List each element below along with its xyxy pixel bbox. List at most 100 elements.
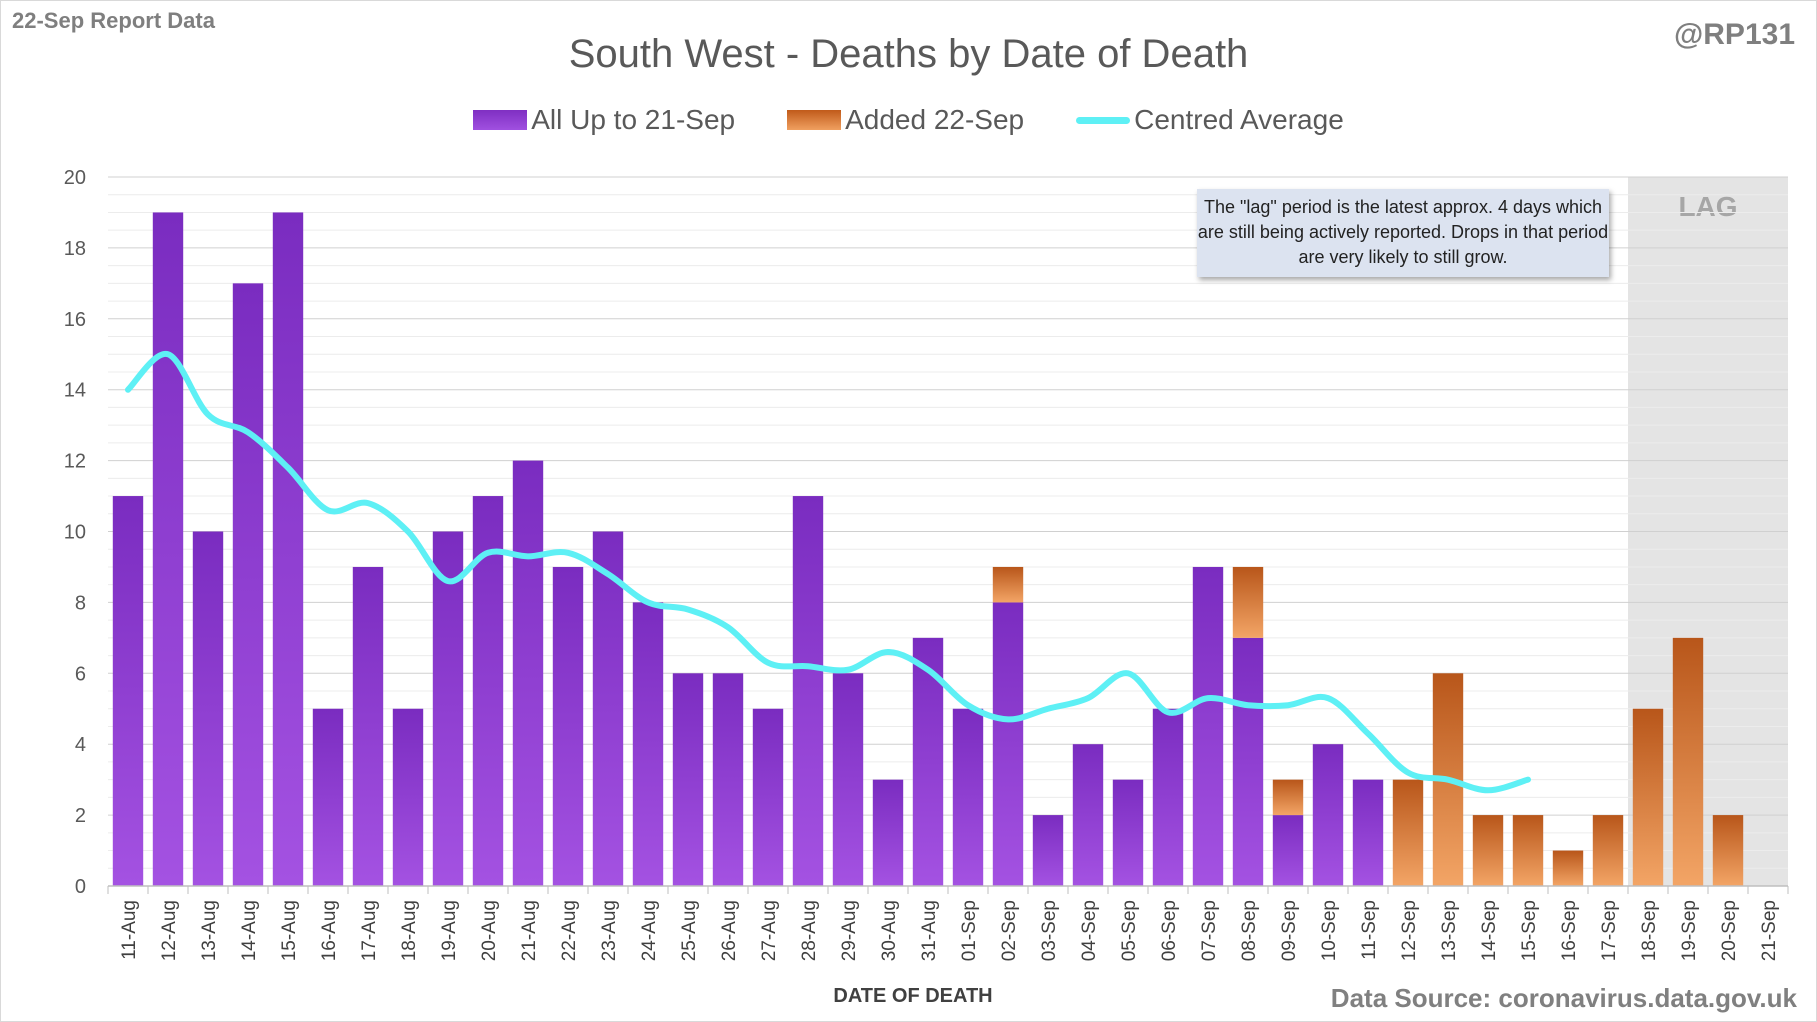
- bar-all-up-to-21-sep: [872, 779, 904, 886]
- bar-all-up-to-21-sep: [392, 708, 424, 886]
- bar-all-up-to-21-sep: [432, 531, 464, 886]
- bar-all-up-to-21-sep: [192, 531, 224, 886]
- bar-added-22-sep: [1672, 637, 1704, 886]
- bar-all-up-to-21-sep: [672, 673, 704, 886]
- x-tick-label: 23-Aug: [599, 900, 620, 961]
- x-tick-label: 30-Aug: [879, 900, 900, 961]
- x-tick-label: 01-Sep: [959, 900, 980, 961]
- bar-all-up-to-21-sep: [1112, 779, 1144, 886]
- bar-all-up-to-21-sep: [1272, 815, 1304, 886]
- bar-added-22-sep: [1512, 815, 1544, 886]
- bar-all-up-to-21-sep: [632, 602, 664, 886]
- bar-all-up-to-21-sep: [1312, 744, 1344, 886]
- bar-all-up-to-21-sep: [152, 212, 184, 886]
- bar-all-up-to-21-sep: [832, 673, 864, 886]
- y-tick-label: 6: [75, 663, 86, 685]
- y-tick-label: 0: [75, 876, 86, 898]
- x-tick-label: 24-Aug: [639, 900, 660, 961]
- x-tick-label: 11-Aug: [119, 900, 140, 960]
- y-tick-label: 2: [75, 805, 86, 827]
- bar-all-up-to-21-sep: [112, 496, 144, 886]
- bar-all-up-to-21-sep: [352, 566, 384, 886]
- x-axis-title: DATE OF DEATH: [833, 985, 993, 1007]
- x-tick-label: 13-Sep: [1439, 900, 1460, 961]
- y-tick-label: 20: [64, 167, 86, 189]
- report-label: 22-Sep Report Data: [12, 8, 215, 33]
- x-tick-label: 29-Aug: [839, 900, 860, 961]
- y-tick-label: 18: [64, 238, 86, 260]
- y-tick-label: 16: [64, 309, 86, 331]
- x-tick-label: 14-Aug: [239, 900, 260, 961]
- x-tick-label: 04-Sep: [1079, 900, 1100, 961]
- x-tick-label: 17-Sep: [1599, 900, 1620, 961]
- x-tick-label: 06-Sep: [1159, 900, 1180, 961]
- y-tick-label: 4: [75, 734, 86, 756]
- bar-all-up-to-21-sep: [792, 496, 824, 886]
- legend-label: Centred Average: [1134, 104, 1344, 135]
- bar-all-up-to-21-sep: [232, 283, 264, 887]
- bar-added-22-sep: [1472, 815, 1504, 886]
- y-tick-label: 12: [64, 451, 86, 473]
- x-tick-label: 14-Sep: [1479, 900, 1500, 961]
- x-tick-label: 10-Sep: [1319, 900, 1340, 961]
- x-tick-label: 27-Aug: [759, 900, 780, 961]
- bar-all-up-to-21-sep: [312, 708, 344, 886]
- bar-added-22-sep: [1632, 708, 1664, 886]
- bar-all-up-to-21-sep: [512, 460, 544, 886]
- data-source: Data Source: coronavirus.data.gov.uk: [1330, 983, 1797, 1013]
- chart-title: South West - Deaths by Date of Death: [568, 32, 1249, 76]
- x-tick-label: 21-Aug: [519, 900, 540, 961]
- x-tick-label: 26-Aug: [719, 900, 740, 961]
- y-tick-label: 14: [64, 380, 86, 402]
- x-tick-label: 15-Aug: [279, 900, 300, 961]
- bar-added-22-sep: [992, 566, 1024, 603]
- y-tick-label: 10: [64, 522, 86, 544]
- bar-added-22-sep: [1552, 850, 1584, 886]
- x-tick-label: 18-Sep: [1639, 900, 1660, 961]
- x-tick-label: 21-Sep: [1759, 900, 1780, 961]
- bar-added-22-sep: [1392, 779, 1424, 886]
- centred-average-line: [125, 351, 1531, 794]
- bar-added-22-sep: [1712, 815, 1744, 886]
- legend-swatch-orange: [787, 110, 842, 130]
- bar-added-22-sep: [1232, 566, 1264, 638]
- legend-item-centred-average: Centred Average: [1076, 104, 1344, 136]
- lag-note-callout: The "lag" period is the latest approx. 4…: [1197, 189, 1609, 277]
- bar-all-up-to-21-sep: [272, 212, 304, 886]
- x-tick-label: 20-Sep: [1719, 900, 1740, 961]
- x-tick-label: 19-Sep: [1679, 900, 1700, 961]
- legend-label: All Up to 21-Sep: [531, 104, 736, 135]
- bar-all-up-to-21-sep: [1032, 815, 1064, 886]
- bar-added-22-sep: [1592, 815, 1624, 886]
- x-tick-label: 02-Sep: [999, 900, 1020, 961]
- bar-all-up-to-21-sep: [552, 566, 584, 886]
- legend-item-all-up-to: All Up to 21-Sep: [473, 104, 735, 136]
- bar-all-up-to-21-sep: [1152, 708, 1184, 886]
- x-tick-label: 16-Aug: [319, 900, 340, 961]
- x-tick-label: 03-Sep: [1039, 900, 1060, 961]
- bar-all-up-to-21-sep: [952, 708, 984, 886]
- bar-all-up-to-21-sep: [1072, 744, 1104, 886]
- x-tick-label: 15-Sep: [1519, 900, 1540, 961]
- x-tick-label: 18-Aug: [399, 900, 420, 961]
- x-tick-label: 11-Sep: [1359, 900, 1380, 960]
- lag-label: LAG: [1678, 191, 1737, 222]
- x-tick-label: 20-Aug: [479, 900, 500, 961]
- y-tick-label: 8: [75, 592, 86, 614]
- author-handle: @RP131: [1674, 18, 1795, 51]
- legend-swatch-line: [1076, 116, 1131, 124]
- bar-all-up-to-21-sep: [1352, 779, 1384, 886]
- legend-item-added: Added 22-Sep: [787, 104, 1024, 136]
- bar-all-up-to-21-sep: [712, 673, 744, 886]
- x-tick-label: 13-Aug: [199, 900, 220, 961]
- bar-added-22-sep: [1272, 779, 1304, 816]
- x-tick-label: 12-Sep: [1399, 900, 1420, 961]
- x-tick-label: 28-Aug: [799, 900, 820, 961]
- x-tick-label: 19-Aug: [439, 900, 460, 961]
- x-tick-label: 25-Aug: [679, 900, 700, 961]
- bar-all-up-to-21-sep: [1192, 566, 1224, 886]
- x-tick-label: 08-Sep: [1239, 900, 1260, 961]
- x-tick-label: 12-Aug: [159, 900, 180, 961]
- bar-all-up-to-21-sep: [992, 602, 1024, 886]
